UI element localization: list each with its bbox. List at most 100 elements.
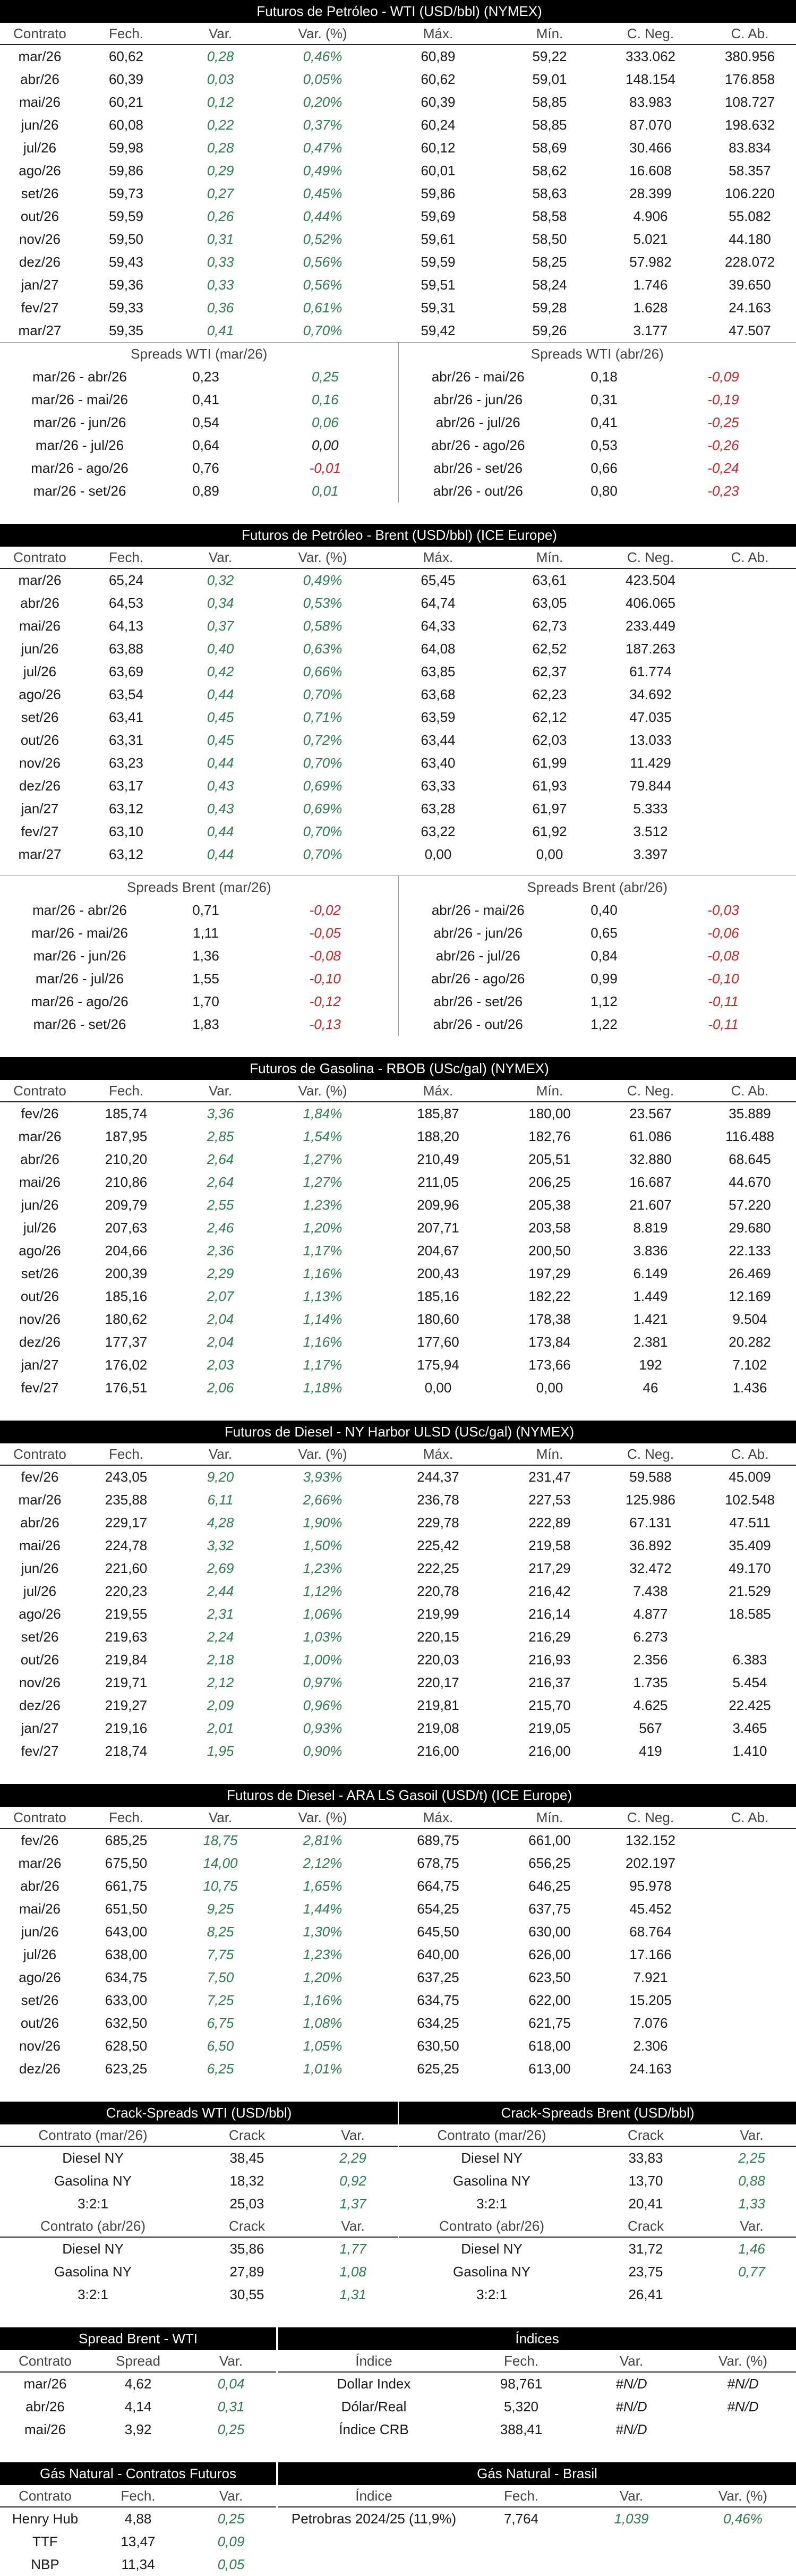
table-row: jul/26 63,69 0,42 0,66% 63,85 62,37 61.774: [0, 660, 796, 683]
close-cell: 63,41: [108, 709, 144, 725]
value-cell: #N/D: [615, 2421, 647, 2437]
spread-change-cell: 0,01: [252, 480, 399, 503]
change-cell: 0,88: [738, 2173, 765, 2189]
close-cell: 60,21: [108, 94, 144, 110]
column-header: Var. (%): [268, 1807, 377, 1829]
wti-futures-section: Futuros de Petróleo - WTI (USD/bbl) (NYM…: [0, 0, 796, 342]
table-row: mar/26 - mai/26 1,11 -0,05 abr/26 - jun/26 0…: [0, 922, 796, 945]
table-row: ago/26 634,75 7,50 1,20% 637,25 623,50 7.921: [0, 1966, 796, 1989]
contract-cell: jun/26: [21, 1924, 59, 1940]
column-header: Var.: [173, 1080, 268, 1102]
ulsd-title: Futuros de Diesel - NY Harbor ULSD (USc/…: [0, 1421, 796, 1443]
label-cell: abr/26: [25, 2399, 65, 2415]
close-cell: 634,75: [105, 1969, 148, 1985]
crack-cell: 30,55: [229, 2286, 264, 2302]
table-row: mar/26 65,24 0,32 0,49% 65,45 63,61 423.504: [0, 568, 796, 592]
spread-pair-cell: mar/26 - abr/26: [32, 902, 127, 918]
high-cell: 236,78: [417, 1492, 459, 1508]
wti-spreads-left-title: Spreads WTI (mar/26): [0, 342, 399, 365]
contract-cell: fev/27: [21, 823, 59, 839]
change-cell: 0,44: [207, 686, 234, 702]
low-cell: 200,50: [528, 1243, 571, 1259]
column-header: C. Ab.: [701, 23, 796, 45]
column-header: Var.: [573, 2485, 690, 2507]
open-interest-cell: 49.170: [729, 1560, 771, 1576]
change-pct-cell: 1,16%: [303, 1265, 343, 1281]
change-cell: 0,29: [207, 163, 234, 178]
volume-cell: 24.163: [629, 2061, 672, 2077]
spread-pair-cell: abr/26 - out/26: [433, 483, 523, 499]
spread-change-cell: -0,08: [252, 945, 399, 967]
product-cell: Gasolina NY: [54, 2264, 132, 2280]
section-gap: [0, 2306, 796, 2327]
change-pct-cell: 0,47%: [303, 140, 343, 156]
high-cell: 211,05: [417, 1174, 459, 1190]
table-row: mar/26 - jul/26 1,55 -0,10 abr/26 - ago/26 0…: [0, 967, 796, 990]
change-cell: 8,25: [207, 1924, 234, 1940]
table-row: nov/26 219,71 2,12 0,97% 220,17 216,37 1.735 5.…: [0, 1671, 796, 1694]
low-cell: 63,61: [532, 572, 567, 588]
column-header: C. Ab.: [701, 547, 796, 569]
change-cell: [707, 2283, 796, 2306]
column-header: Var. (%): [268, 1080, 377, 1102]
crack-cell: 25,03: [229, 2196, 264, 2212]
crack-cell: 13,70: [628, 2173, 663, 2189]
volume-cell: 61.086: [629, 1128, 672, 1144]
high-cell: 64,08: [421, 641, 456, 657]
high-cell: 63,59: [421, 709, 456, 725]
close-cell: 651,50: [105, 1901, 148, 1917]
high-cell: 59,69: [421, 208, 456, 224]
change-pct-cell: 0,45%: [303, 185, 343, 201]
table-row: jan/27 219,16 2,01 0,93% 219,08 219,05 567 3.46…: [0, 1717, 796, 1740]
column-header: Var.: [308, 2124, 398, 2147]
low-cell: 613,00: [528, 2061, 571, 2077]
spread-pair-cell: mar/26 - set/26: [33, 1016, 126, 1032]
column-header: Contrato: [0, 547, 80, 569]
volume-cell: 1.449: [633, 1288, 668, 1304]
change-pct-cell: 0,70%: [303, 846, 343, 862]
product-cell: 3:2:1: [476, 2196, 507, 2212]
change-cell: 18,75: [203, 1832, 238, 1848]
change-pct-cell: 0,37%: [303, 117, 343, 133]
low-cell: 173,66: [528, 1357, 571, 1373]
change-cell: 2,36: [207, 1243, 234, 1259]
value-cell: 0,09: [217, 2534, 245, 2549]
change-cell: 0,36: [207, 300, 234, 316]
table-row: Diesel NY 38,45 2,29: [0, 2146, 398, 2170]
open-interest-cell: [701, 660, 796, 683]
contract-cell: ago/26: [19, 1606, 61, 1622]
gas-row: Gás Natural - Contratos Futuros Contrato F…: [0, 2462, 796, 2576]
high-cell: 200,43: [417, 1265, 459, 1281]
spread-change-cell: -0,25: [707, 414, 739, 430]
change-pct-cell: 1,16%: [303, 1334, 343, 1350]
open-interest-cell: [701, 568, 796, 592]
contract-cell: ago/26: [19, 1243, 61, 1259]
contract-cell: fev/26: [21, 1469, 59, 1485]
product-cell: Diesel NY: [461, 2150, 523, 2166]
spread-change-cell: 0,25: [252, 365, 399, 388]
spread-pair-cell: abr/26 - set/26: [433, 460, 523, 476]
crack-spreads-row: Crack-Spreads WTI (USD/bbl) Contrato (mar…: [0, 2102, 796, 2306]
close-cell: 63,12: [108, 846, 144, 862]
table-row: mar/26 60,62 0,28 0,46% 60,89 59,22 333.062 380…: [0, 45, 796, 68]
volume-cell: 125.986: [626, 1492, 675, 1508]
contract-cell: nov/26: [19, 755, 61, 771]
low-cell: 222,89: [528, 1515, 571, 1531]
spread-pair-cell: abr/26 - jul/26: [435, 948, 520, 964]
table-row: fev/26 243,05 9,20 3,93% 244,37 231,47 59.588 4…: [0, 1465, 796, 1489]
spread-change-cell: -0,10: [707, 971, 739, 987]
change-pct-cell: 0,49%: [303, 163, 343, 178]
change-pct-cell: 1,13%: [303, 1288, 343, 1304]
low-cell: 62,23: [532, 686, 567, 702]
high-cell: 625,25: [417, 2061, 459, 2077]
high-cell: 689,75: [417, 1832, 459, 1848]
low-cell: 215,70: [528, 1697, 571, 1713]
high-cell: 60,39: [421, 94, 456, 110]
column-header: Máx.: [377, 1807, 499, 1829]
close-cell: 177,37: [105, 1334, 148, 1350]
column-header: C. Ab.: [701, 1080, 796, 1102]
close-cell: 59,86: [108, 163, 144, 178]
spread-pair-cell: mar/26 - mai/26: [31, 925, 129, 941]
table-row: ago/26 204,66 2,36 1,17% 204,67 200,50 3.836 22…: [0, 1239, 796, 1262]
change-pct-cell: 1,23%: [303, 1946, 343, 1962]
